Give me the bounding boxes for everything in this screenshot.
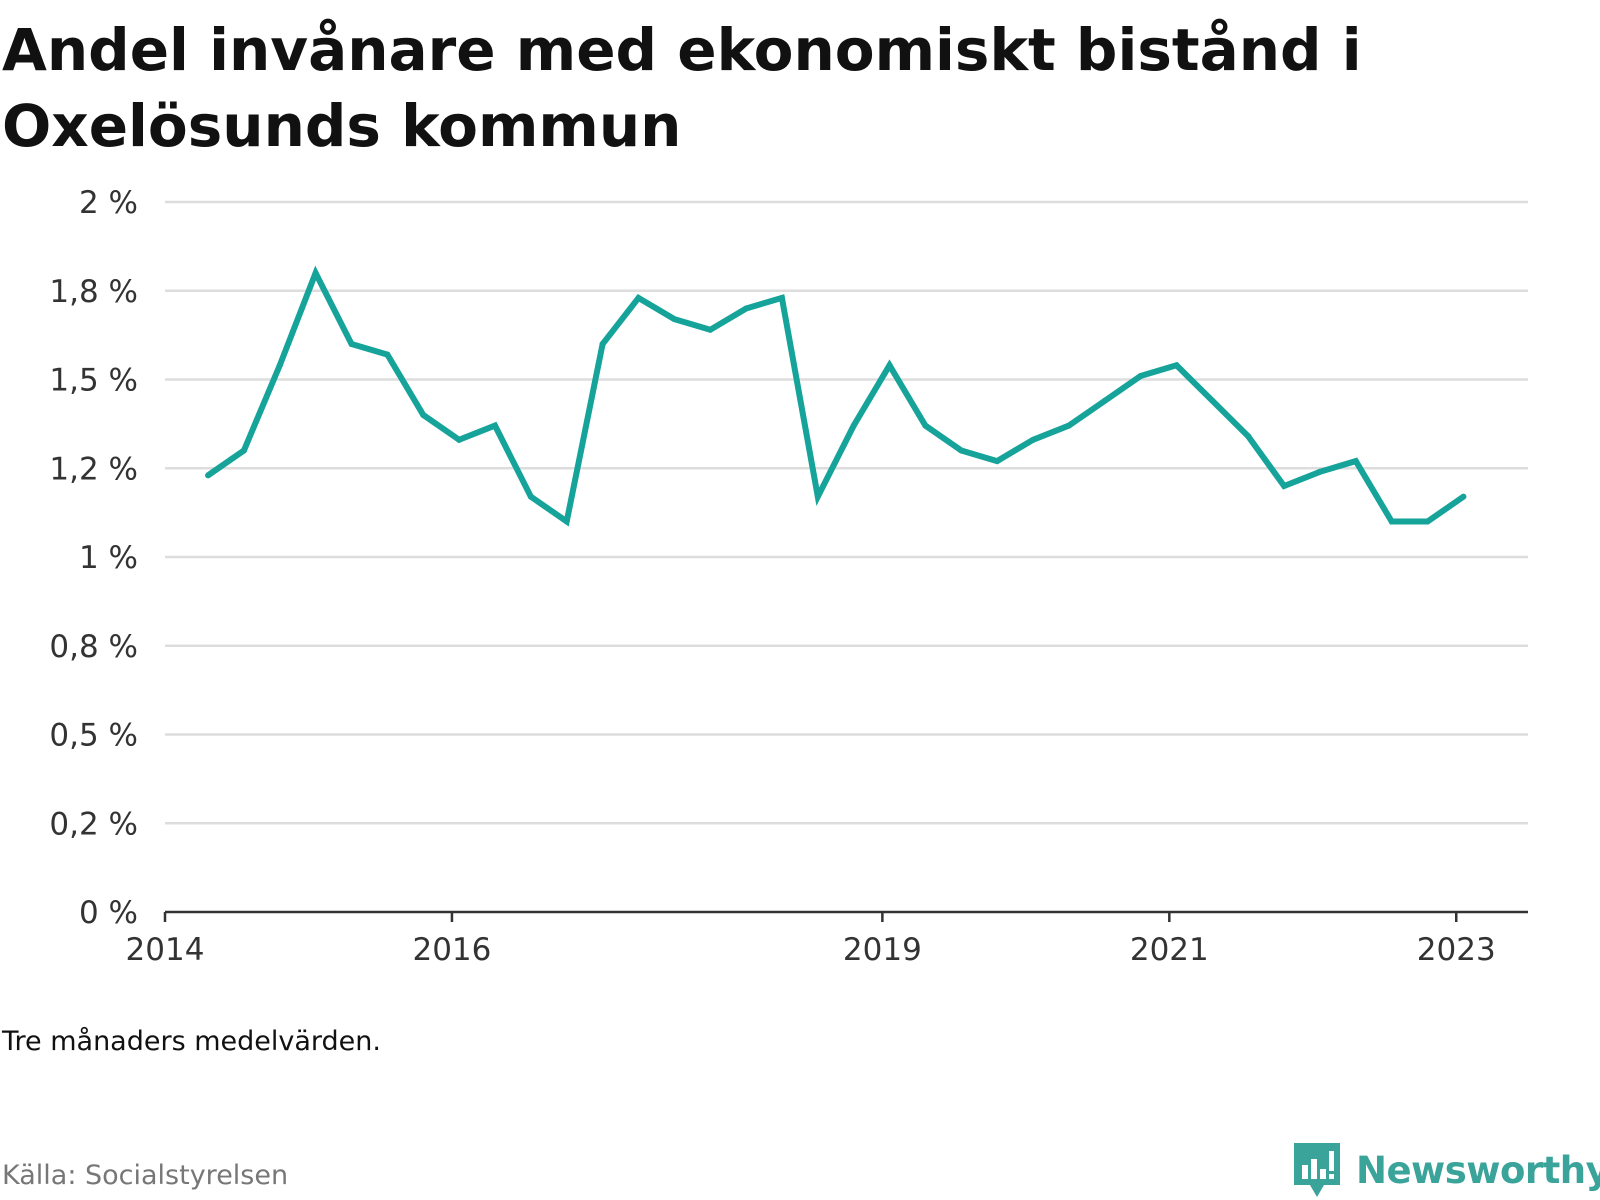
x-tick-label: 2021 <box>1130 932 1209 968</box>
data-point <box>743 305 750 312</box>
x-tick-label: 2014 <box>126 932 205 968</box>
data-point <box>1460 493 1467 500</box>
brand-name: Newsworthy <box>1356 1148 1600 1192</box>
y-tick-label: 0,5 % <box>49 718 138 754</box>
data-point <box>1424 518 1431 525</box>
data-point <box>205 472 212 479</box>
y-tick-label: 1,5 % <box>49 363 138 399</box>
gridlines <box>165 200 1528 825</box>
data-point <box>240 447 247 454</box>
chart-title: Andel invånare med ekonomiskt bistånd i … <box>2 16 1362 160</box>
source-label: Källa: Socialstyrelsen <box>2 1160 289 1191</box>
data-point <box>1352 458 1359 465</box>
data-point <box>1030 436 1037 443</box>
x-tick-label: 2019 <box>843 932 922 968</box>
data-point <box>814 493 821 500</box>
y-tick-label: 1,2 % <box>49 451 138 487</box>
data-point <box>384 351 391 358</box>
y-tick-label: 2 % <box>79 185 138 221</box>
y-tick-label: 0 % <box>79 895 138 931</box>
data-point <box>1065 422 1072 429</box>
data-point <box>348 341 355 347</box>
y-tick-label: 0,8 % <box>49 629 138 665</box>
data-point <box>456 436 463 443</box>
x-tick-label: 2016 <box>412 932 491 968</box>
data-point <box>778 294 785 301</box>
data-point <box>635 294 642 301</box>
data-point <box>1281 483 1288 489</box>
data-point <box>671 316 678 323</box>
data-point <box>922 422 929 429</box>
chart-note: Tre månaders medelvärden. <box>2 1026 381 1057</box>
data-point <box>850 422 857 429</box>
data-point <box>994 458 1001 465</box>
data-point <box>312 270 319 276</box>
line-chart: 0 %0,2 %0,5 %0,8 %1 %1,2 %1,5 %1,8 %2 % … <box>49 185 1528 968</box>
data-point <box>707 326 714 333</box>
data-point <box>527 493 534 500</box>
y-tick-label: 1 % <box>79 540 138 576</box>
bar-chart-speech-bubble-icon <box>1294 1143 1340 1197</box>
data-points <box>205 270 1467 525</box>
x-tick-label: 2023 <box>1417 932 1496 968</box>
data-point <box>1245 433 1252 440</box>
y-axis-tick-labels: 0 % 0,2 % 0,5 % 0,8 % 1 % 1,2 % 1,5 % 1,8 % 2 % <box>49 185 138 931</box>
y-tick-label: 0,2 % <box>49 806 138 842</box>
data-point <box>958 447 965 454</box>
data-point <box>563 518 570 525</box>
data-point <box>886 362 893 369</box>
x-axis-ticks: 2014 2016 2019 2021 2023 <box>126 912 1496 968</box>
data-point <box>491 422 498 429</box>
data-point <box>1316 468 1323 475</box>
series-line <box>206 265 1466 527</box>
data-point <box>1209 397 1216 404</box>
data-point <box>420 412 427 418</box>
data-point <box>276 362 283 369</box>
y-tick-label: 1,8 % <box>49 274 138 310</box>
newsworthy-logo[interactable]: Newsworthy <box>1292 1140 1600 1200</box>
data-point <box>1173 362 1180 369</box>
data-point <box>1388 518 1395 525</box>
data-point <box>599 341 606 347</box>
data-point <box>1101 397 1108 404</box>
data-point <box>1137 372 1144 379</box>
